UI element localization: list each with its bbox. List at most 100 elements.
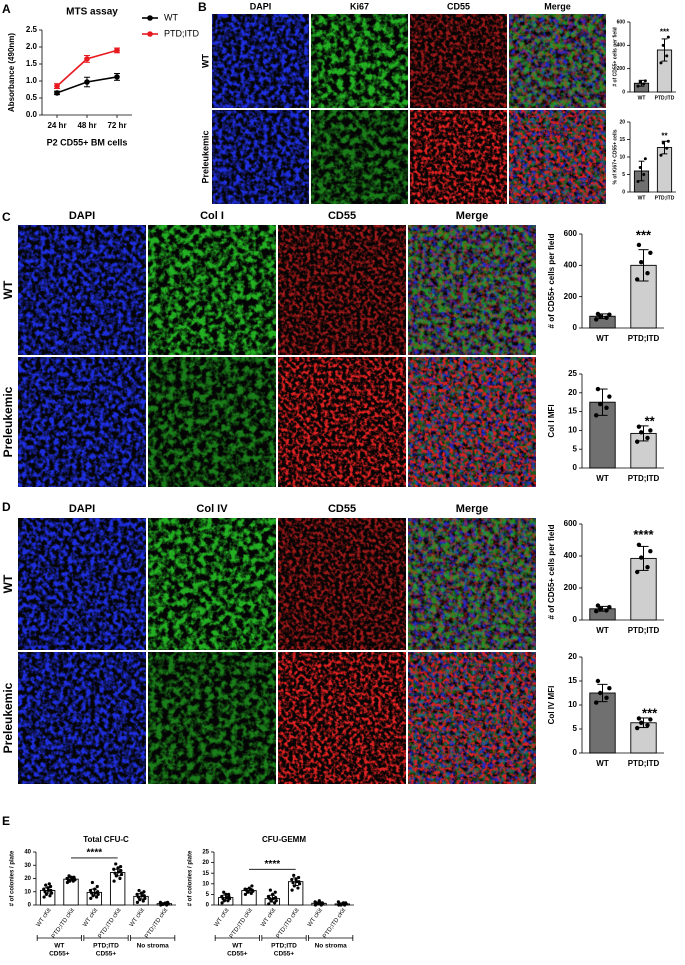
group-label: WT xyxy=(232,943,242,950)
x-tick-label: PTD;ITD cKit xyxy=(322,907,347,939)
data-point xyxy=(135,892,139,897)
y-tick-label: 10 xyxy=(568,426,577,435)
data-point xyxy=(47,888,51,893)
data-point xyxy=(268,888,272,892)
x-tick-label: WT xyxy=(596,334,609,343)
y-axis-label: # of CD55+ cells per field xyxy=(547,524,556,619)
micrograph-signal xyxy=(408,357,536,487)
data-point xyxy=(648,250,653,255)
y-axis-label: # of colonies / plate xyxy=(188,850,194,906)
data-point xyxy=(645,565,650,570)
data-point xyxy=(95,895,99,899)
data-point xyxy=(598,606,603,611)
data-point xyxy=(638,80,642,84)
significance-label: *** xyxy=(636,227,652,242)
error-bar xyxy=(638,249,649,282)
column-header: Col I xyxy=(200,210,224,222)
y-tick-label: 20 xyxy=(568,652,577,661)
data-point xyxy=(114,874,118,878)
data-point xyxy=(604,405,609,411)
data-point xyxy=(636,242,642,248)
data-point xyxy=(67,874,71,878)
data-point xyxy=(594,609,599,614)
data-point xyxy=(267,902,271,906)
micrograph-signal xyxy=(148,518,276,650)
data-point xyxy=(645,435,650,441)
legend-marker xyxy=(147,31,153,37)
data-point xyxy=(635,569,640,575)
data-point xyxy=(292,873,296,877)
x-tick-label: WT cKit xyxy=(260,907,277,928)
data-point xyxy=(636,84,640,88)
data-point xyxy=(220,894,224,899)
y-tick-label: 0 xyxy=(573,463,578,472)
column-header: Ki67 xyxy=(350,1,369,11)
data-point xyxy=(643,79,647,83)
data-point xyxy=(297,880,301,884)
data-point xyxy=(42,887,46,891)
group-label: CD55+ xyxy=(227,951,248,958)
micrograph-signal xyxy=(148,652,276,784)
data-point xyxy=(135,900,140,904)
y-tick-label: 5 xyxy=(573,444,578,453)
data-point xyxy=(243,892,248,897)
data-point xyxy=(139,891,143,895)
y-tick-label: 15 xyxy=(202,871,209,877)
micrograph-signal xyxy=(410,110,507,204)
chart-title: Total CFU-C xyxy=(83,835,129,844)
y-axis-label: Absorbance (490nm) xyxy=(7,33,16,112)
row-label: WT xyxy=(200,54,210,68)
y-tick-label: 40 xyxy=(24,850,31,856)
error-bar xyxy=(661,38,668,62)
data-point xyxy=(137,888,141,893)
data-point xyxy=(595,386,601,392)
data-point xyxy=(141,899,145,903)
data-point xyxy=(119,868,123,873)
row-label: WT xyxy=(1,280,15,299)
data-point xyxy=(639,720,644,725)
data-point xyxy=(290,877,294,882)
data-point xyxy=(636,180,640,183)
data-point xyxy=(113,871,117,875)
significance-label: *** xyxy=(660,27,670,36)
data-point xyxy=(54,90,60,96)
x-tick-label: PTD;ITD xyxy=(655,95,675,101)
x-tick-label: WT cKit xyxy=(307,907,324,928)
micrograph-signal xyxy=(509,110,606,204)
y-axis-label: Col IV MFI xyxy=(547,686,556,725)
panel-label: B xyxy=(198,0,207,14)
data-point xyxy=(642,173,646,176)
data-point xyxy=(49,888,53,893)
y-tick-label: 10 xyxy=(619,154,625,160)
y-tick-label: 5 xyxy=(573,724,578,733)
data-point xyxy=(598,401,603,407)
x-tick-label: PTD;ITD cKit xyxy=(51,907,76,939)
row-label: WT xyxy=(1,574,15,593)
data-point xyxy=(165,900,170,904)
y-tick-label: 20 xyxy=(619,119,625,125)
data-point xyxy=(44,892,48,897)
x-tick-label: PTD;ITD xyxy=(628,626,660,635)
x-tick-label: 72 hr xyxy=(107,121,126,130)
data-point xyxy=(638,166,642,169)
data-point xyxy=(636,716,642,721)
y-tick-label: 0 xyxy=(28,903,32,909)
bar xyxy=(589,692,616,754)
data-point xyxy=(138,898,142,902)
x-tick-label: 48 hr xyxy=(77,121,96,130)
column-header: Merge xyxy=(456,210,488,222)
data-point xyxy=(594,413,599,418)
y-tick-label: 25 xyxy=(202,850,209,856)
data-point xyxy=(635,439,640,444)
data-point xyxy=(665,54,669,58)
group-label: CD55+ xyxy=(49,951,70,958)
y-axis-label: # of colonies / plate xyxy=(10,850,16,906)
y-tick-label: 10 xyxy=(202,881,209,887)
column-header: CD55 xyxy=(447,1,470,11)
data-point xyxy=(648,549,653,554)
data-point xyxy=(604,315,609,321)
data-point xyxy=(42,895,46,899)
significance-label: ** xyxy=(661,131,668,140)
micrograph-signal xyxy=(509,14,606,108)
legend-marker xyxy=(147,15,153,21)
